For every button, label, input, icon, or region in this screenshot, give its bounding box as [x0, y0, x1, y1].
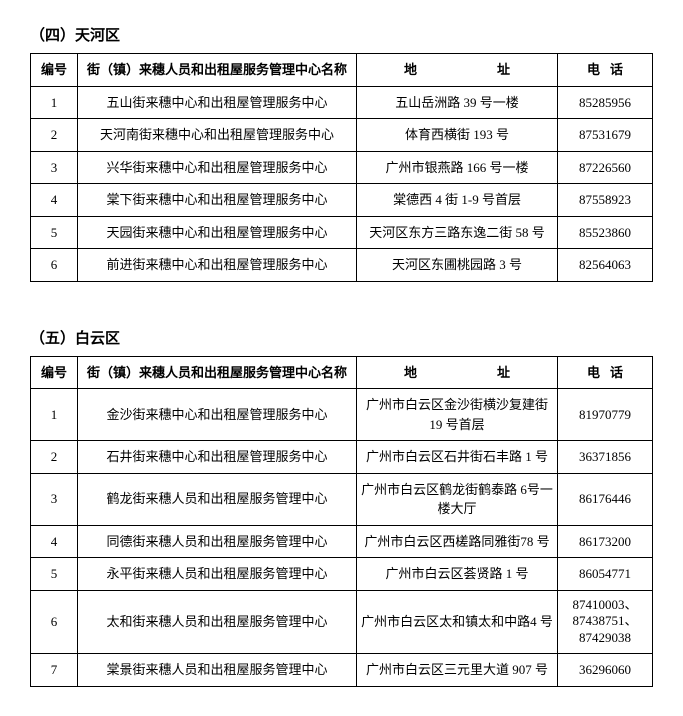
table-row: 5永平街来穗人员和出租屋服务管理中心广州市白云区荟贤路 1 号86054771: [31, 558, 653, 591]
cell-addr: 天河区东圃桃园路 3 号: [357, 249, 558, 282]
cell-phone: 82564063: [558, 249, 653, 282]
cell-num: 4: [31, 525, 78, 558]
cell-addr: 广州市白云区三元里大道 907 号: [357, 654, 558, 687]
table-row: 4同德街来穗人员和出租屋服务管理中心广州市白云区西槎路同雅街78 号861732…: [31, 525, 653, 558]
cell-num: 3: [31, 473, 78, 525]
header-phone: 电话: [558, 356, 653, 389]
table-header-row: 编号 街（镇）来穗人员和出租屋服务管理中心名称 地 址 电话: [31, 54, 653, 87]
header-addr: 地 址: [357, 54, 558, 87]
cell-phone: 85523860: [558, 216, 653, 249]
cell-addr: 棠德西 4 街 1-9 号首层: [357, 184, 558, 217]
header-addr: 地 址: [357, 356, 558, 389]
cell-phone: 85285956: [558, 86, 653, 119]
header-num: 编号: [31, 356, 78, 389]
table-row: 5天园街来穗中心和出租屋管理服务中心天河区东方三路东逸二街 58 号855238…: [31, 216, 653, 249]
table-row: 3兴华街来穗中心和出租屋管理服务中心广州市银燕路 166 号一楼87226560: [31, 151, 653, 184]
table-row: 6太和街来穗人员和出租屋服务管理中心广州市白云区太和镇太和中路4 号874100…: [31, 590, 653, 654]
cell-name: 五山街来穗中心和出租屋管理服务中心: [77, 86, 356, 119]
table-row: 1五山街来穗中心和出租屋管理服务中心五山岳洲路 39 号一楼85285956: [31, 86, 653, 119]
table-row: 1金沙街来穗中心和出租屋管理服务中心广州市白云区金沙街横沙复建街 19 号首层8…: [31, 389, 653, 441]
cell-name: 同德街来穗人员和出租屋服务管理中心: [77, 525, 356, 558]
header-phone: 电话: [558, 54, 653, 87]
table-row: 7棠景街来穗人员和出租屋服务管理中心广州市白云区三元里大道 907 号36296…: [31, 654, 653, 687]
cell-num: 7: [31, 654, 78, 687]
cell-num: 5: [31, 558, 78, 591]
cell-name: 金沙街来穗中心和出租屋管理服务中心: [77, 389, 356, 441]
cell-addr: 广州市白云区西槎路同雅街78 号: [357, 525, 558, 558]
cell-name: 前进街来穗中心和出租屋管理服务中心: [77, 249, 356, 282]
cell-phone: 86176446: [558, 473, 653, 525]
cell-num: 6: [31, 249, 78, 282]
cell-num: 5: [31, 216, 78, 249]
cell-phone: 36296060: [558, 654, 653, 687]
cell-name: 兴华街来穗中心和出租屋管理服务中心: [77, 151, 356, 184]
cell-addr: 广州市白云区荟贤路 1 号: [357, 558, 558, 591]
cell-phone: 87410003、87438751、87429038: [558, 590, 653, 654]
header-num: 编号: [31, 54, 78, 87]
section1-title: （四）天河区: [30, 24, 653, 45]
cell-name: 太和街来穗人员和出租屋服务管理中心: [77, 590, 356, 654]
table-row: 2天河南街来穗中心和出租屋管理服务中心体育西横街 193 号87531679: [31, 119, 653, 152]
cell-addr: 五山岳洲路 39 号一楼: [357, 86, 558, 119]
cell-name: 永平街来穗人员和出租屋服务管理中心: [77, 558, 356, 591]
cell-phone: 87531679: [558, 119, 653, 152]
cell-addr: 天河区东方三路东逸二街 58 号: [357, 216, 558, 249]
table-header-row: 编号 街（镇）来穗人员和出租屋服务管理中心名称 地 址 电话: [31, 356, 653, 389]
cell-name: 棠景街来穗人员和出租屋服务管理中心: [77, 654, 356, 687]
cell-phone: 87558923: [558, 184, 653, 217]
cell-addr: 广州市白云区石井街石丰路 1 号: [357, 441, 558, 474]
cell-phone: 86173200: [558, 525, 653, 558]
table-row: 6前进街来穗中心和出租屋管理服务中心天河区东圃桃园路 3 号82564063: [31, 249, 653, 282]
cell-addr: 广州市白云区金沙街横沙复建街 19 号首层: [357, 389, 558, 441]
cell-name: 棠下街来穗中心和出租屋管理服务中心: [77, 184, 356, 217]
section2-table: 编号 街（镇）来穗人员和出租屋服务管理中心名称 地 址 电话 1金沙街来穗中心和…: [30, 356, 653, 687]
cell-name: 鹤龙街来穗人员和出租屋服务管理中心: [77, 473, 356, 525]
cell-name: 天园街来穗中心和出租屋管理服务中心: [77, 216, 356, 249]
table-row: 2石井街来穗中心和出租屋管理服务中心广州市白云区石井街石丰路 1 号363718…: [31, 441, 653, 474]
cell-num: 1: [31, 389, 78, 441]
section1-table: 编号 街（镇）来穗人员和出租屋服务管理中心名称 地 址 电话 1五山街来穗中心和…: [30, 53, 653, 282]
cell-num: 1: [31, 86, 78, 119]
cell-name: 石井街来穗中心和出租屋管理服务中心: [77, 441, 356, 474]
cell-num: 6: [31, 590, 78, 654]
cell-addr: 广州市银燕路 166 号一楼: [357, 151, 558, 184]
cell-num: 2: [31, 119, 78, 152]
section2-title: （五）白云区: [30, 327, 653, 348]
cell-num: 3: [31, 151, 78, 184]
cell-addr: 广州市白云区太和镇太和中路4 号: [357, 590, 558, 654]
cell-phone: 87226560: [558, 151, 653, 184]
cell-addr: 广州市白云区鹤龙街鹤泰路 6号一楼大厅: [357, 473, 558, 525]
cell-num: 4: [31, 184, 78, 217]
cell-phone: 86054771: [558, 558, 653, 591]
table-row: 3鹤龙街来穗人员和出租屋服务管理中心广州市白云区鹤龙街鹤泰路 6号一楼大厅861…: [31, 473, 653, 525]
table-row: 4棠下街来穗中心和出租屋管理服务中心棠德西 4 街 1-9 号首层8755892…: [31, 184, 653, 217]
cell-phone: 36371856: [558, 441, 653, 474]
cell-addr: 体育西横街 193 号: [357, 119, 558, 152]
cell-phone: 81970779: [558, 389, 653, 441]
cell-name: 天河南街来穗中心和出租屋管理服务中心: [77, 119, 356, 152]
header-name: 街（镇）来穗人员和出租屋服务管理中心名称: [77, 54, 356, 87]
cell-num: 2: [31, 441, 78, 474]
header-name: 街（镇）来穗人员和出租屋服务管理中心名称: [77, 356, 356, 389]
